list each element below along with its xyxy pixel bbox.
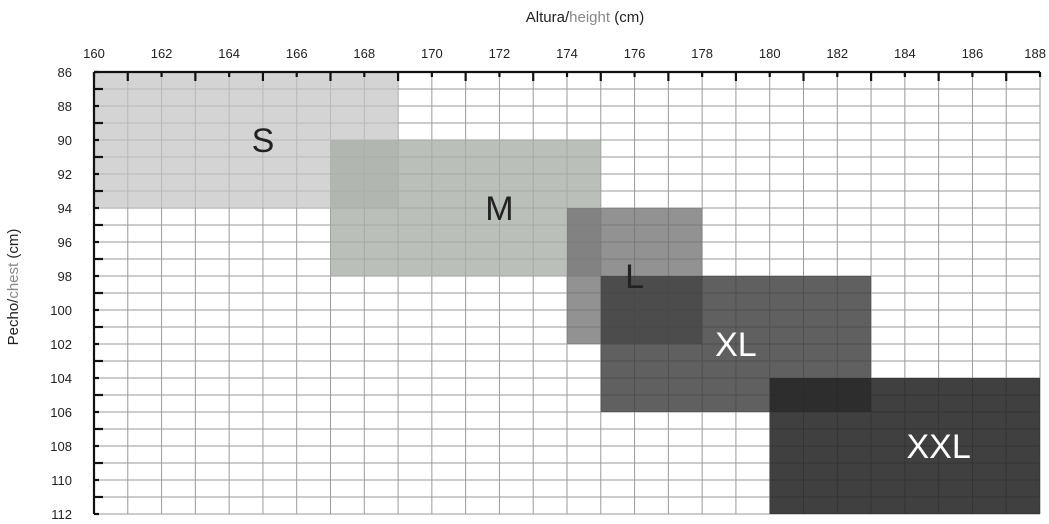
x-tick-label: 174	[556, 46, 578, 61]
y-tick-label: 94	[58, 201, 72, 216]
x-tick-label: 176	[624, 46, 646, 61]
y-tick-label: 104	[50, 371, 72, 386]
size-label-s: S	[252, 122, 275, 160]
size-label-l: L	[625, 258, 644, 296]
x-tick-label: 186	[962, 46, 984, 61]
y-tick-label: 88	[58, 99, 72, 114]
x-tick-label: 172	[489, 46, 511, 61]
y-axis-title-alt: chest	[5, 262, 22, 299]
size-labels: S M L XL XXL	[252, 122, 971, 466]
y-tick-labels: 86 88 90 92 94 96 98 100 102 104 106 108 110 112	[50, 65, 72, 522]
size-region-xxl	[769, 378, 1040, 514]
y-axis-title-unit: (cm)	[5, 229, 22, 263]
size-region-m	[330, 140, 601, 276]
y-tick-label: 92	[58, 167, 72, 182]
x-tick-label: 168	[353, 46, 375, 61]
x-tick-label: 164	[218, 46, 240, 61]
y-tick-label: 96	[58, 235, 72, 250]
y-tick-label: 102	[50, 337, 72, 352]
y-tick-label: 86	[58, 65, 72, 80]
x-tick-label: 184	[894, 46, 916, 61]
y-tick-label: 90	[58, 133, 72, 148]
x-axis-title-main: Altura/	[526, 9, 570, 26]
y-tick-label: 106	[50, 405, 72, 420]
y-tick-label: 100	[50, 303, 72, 318]
x-tick-label: 166	[286, 46, 308, 61]
size-label-xxl: XXL	[907, 428, 971, 466]
x-axis-title-unit: (cm)	[610, 9, 644, 26]
axes	[92, 70, 1042, 516]
y-tick-label: 112	[51, 507, 72, 522]
y-tick-label: 110	[51, 473, 72, 488]
size-label-xl: XL	[715, 326, 757, 364]
x-tick-labels: 160 162 164 166 168 170 172 174 176 178 180 182 184 1…	[83, 46, 1046, 61]
x-tick-label: 180	[759, 46, 781, 61]
y-axis-title-main: Pecho/	[5, 298, 22, 346]
x-tick-label: 170	[421, 46, 443, 61]
x-tick-label: 182	[826, 46, 848, 61]
size-label-m: M	[485, 190, 513, 228]
y-tick-label: 108	[50, 439, 72, 454]
y-tick-label: 98	[58, 269, 72, 284]
x-tick-label: 178	[691, 46, 713, 61]
x-tick-label: 160	[83, 46, 105, 61]
y-axis-title: Pecho/chest (cm)	[5, 229, 22, 346]
x-tick-label: 188	[1024, 46, 1046, 61]
x-axis-title-alt: height	[569, 9, 611, 26]
x-axis-title: Altura/height (cm)	[526, 9, 644, 26]
size-regions	[94, 72, 1040, 514]
x-tick-label: 162	[151, 46, 173, 61]
